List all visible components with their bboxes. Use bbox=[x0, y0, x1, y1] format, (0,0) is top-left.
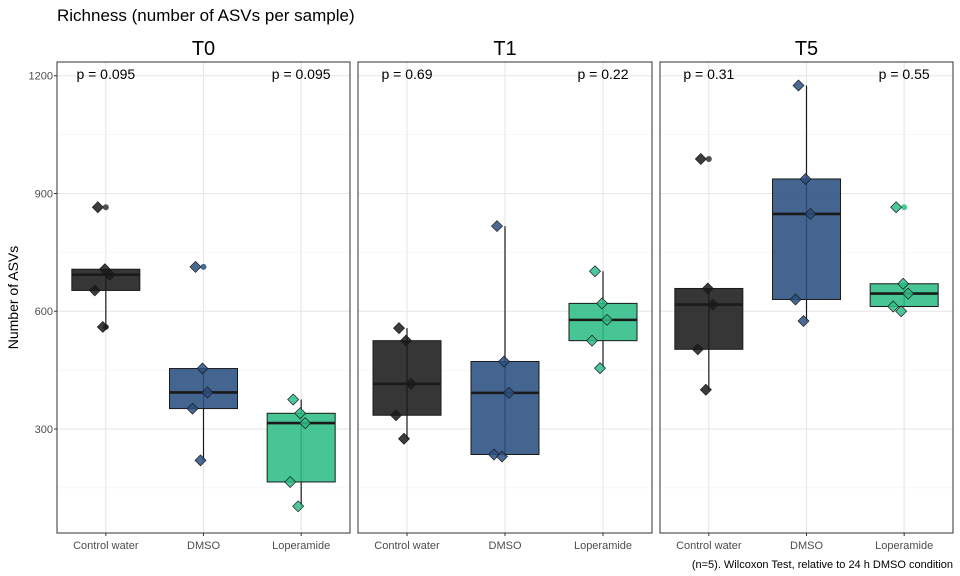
box-loperamide bbox=[266, 393, 336, 513]
y-tick-label: 900 bbox=[35, 188, 53, 200]
data-point bbox=[897, 277, 910, 290]
data-point bbox=[488, 448, 500, 461]
box-dmso bbox=[470, 220, 540, 463]
box-iqr bbox=[568, 302, 638, 342]
data-point bbox=[902, 287, 915, 300]
box-iqr bbox=[372, 340, 442, 416]
facet-panel-T0: T0 p = 0.095 p = 0.095 Control water DMSO Lop… bbox=[56, 38, 351, 552]
data-point bbox=[895, 305, 908, 318]
outlier-point bbox=[200, 263, 207, 270]
x-tick-label: Loperamide bbox=[272, 540, 330, 552]
x-tick-label: DMSO bbox=[790, 540, 823, 552]
p-value-left: p = 0.31 bbox=[683, 66, 734, 82]
box-iqr bbox=[470, 360, 540, 456]
data-point bbox=[701, 282, 714, 295]
box-control-water bbox=[71, 201, 141, 333]
x-tick-label: DMSO bbox=[489, 540, 522, 552]
x-tick-label: Control water bbox=[374, 540, 440, 552]
box-control-water bbox=[674, 152, 744, 396]
data-point bbox=[804, 207, 817, 220]
data-point bbox=[699, 383, 712, 396]
box-control-water bbox=[372, 322, 442, 445]
p-value-left: p = 0.095 bbox=[76, 66, 135, 82]
data-point bbox=[196, 362, 209, 375]
data-point bbox=[594, 362, 606, 375]
data-point bbox=[393, 322, 405, 335]
x-tick-label: Control water bbox=[73, 540, 139, 552]
p-value-right: p = 0.22 bbox=[578, 66, 629, 82]
data-point bbox=[88, 284, 101, 297]
data-point bbox=[890, 201, 903, 214]
outlier-point bbox=[901, 204, 908, 211]
data-point bbox=[103, 268, 116, 281]
x-tick-label: Control water bbox=[676, 540, 742, 552]
data-point bbox=[405, 377, 417, 390]
data-point bbox=[797, 315, 810, 328]
p-value-right: p = 0.095 bbox=[272, 66, 331, 82]
p-value-left: p = 0.69 bbox=[382, 66, 433, 82]
data-point bbox=[706, 298, 719, 311]
outlier-point bbox=[102, 204, 109, 211]
data-point bbox=[400, 334, 412, 347]
data-point bbox=[887, 300, 900, 313]
box-iqr bbox=[772, 178, 841, 300]
data-point bbox=[398, 432, 410, 445]
box-iqr bbox=[169, 368, 238, 410]
y-axis-ticks: 300 600 900 1200 bbox=[29, 71, 57, 436]
box-iqr bbox=[674, 287, 744, 350]
y-tick-label: 600 bbox=[35, 306, 53, 318]
data-point bbox=[299, 417, 312, 430]
data-point bbox=[498, 355, 510, 368]
data-point bbox=[96, 320, 109, 333]
data-point bbox=[503, 386, 515, 399]
data-point bbox=[201, 386, 214, 399]
data-point bbox=[292, 500, 305, 513]
data-point bbox=[496, 450, 508, 463]
data-point bbox=[284, 475, 297, 488]
x-tick-label: Loperamide bbox=[875, 540, 933, 552]
box-loperamide bbox=[869, 201, 939, 318]
y-tick-label: 1200 bbox=[29, 71, 53, 83]
box-dmso bbox=[169, 260, 238, 467]
data-point bbox=[390, 409, 402, 422]
data-point bbox=[792, 79, 805, 92]
data-point bbox=[491, 220, 503, 233]
chart-title: Richness (number of ASVs per sample) bbox=[57, 6, 355, 25]
x-tick-label: DMSO bbox=[187, 540, 220, 552]
data-point bbox=[601, 313, 613, 326]
facet-panel-T5: T5 p = 0.31 p = 0.55 Control water DMSO Loper… bbox=[659, 38, 954, 552]
data-point bbox=[186, 402, 199, 415]
y-tick-label: 300 bbox=[35, 424, 53, 436]
x-tick-label: Loperamide bbox=[574, 540, 632, 552]
box-dmso bbox=[772, 79, 841, 328]
data-point bbox=[91, 201, 104, 214]
chart-caption: (n=5). Wilcoxon Test, relative to 24 h D… bbox=[692, 559, 953, 571]
facet-label: T0 bbox=[192, 38, 215, 60]
facet-label: T1 bbox=[493, 38, 516, 60]
data-point bbox=[189, 260, 202, 273]
facet-panels: T0 p = 0.095 p = 0.095 Control water DMSO Lop… bbox=[56, 38, 954, 552]
data-point bbox=[586, 334, 598, 347]
data-point bbox=[589, 265, 601, 278]
data-point bbox=[694, 152, 707, 165]
data-point bbox=[789, 293, 802, 306]
outlier-point bbox=[705, 155, 712, 162]
box-loperamide bbox=[568, 265, 638, 375]
facet-panel-T1: T1 p = 0.69 p = 0.22 Control water DMSO Loper… bbox=[357, 38, 653, 552]
facet-label: T5 bbox=[795, 38, 818, 60]
data-point bbox=[799, 172, 812, 185]
p-value-right: p = 0.55 bbox=[879, 66, 930, 82]
data-point bbox=[596, 297, 608, 310]
y-axis-title: Number of ASVs bbox=[5, 246, 21, 350]
data-point bbox=[294, 407, 307, 420]
data-point bbox=[691, 343, 704, 356]
data-point bbox=[194, 454, 207, 467]
data-point bbox=[287, 393, 300, 406]
